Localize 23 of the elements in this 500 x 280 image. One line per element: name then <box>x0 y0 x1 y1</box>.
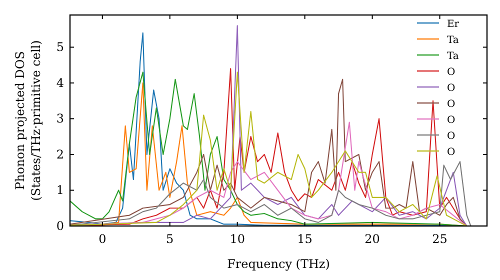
legend-label: Ta <box>447 35 459 46</box>
y-axis-title: Phonon projected DOS (States/THz·primitive cell) <box>13 40 43 201</box>
y-tick-label: 0 <box>56 219 64 233</box>
x-tick-label: 25 <box>432 232 448 246</box>
x-tick-label: 15 <box>297 232 312 246</box>
x-tick-label: 0 <box>98 232 106 246</box>
legend-label: O <box>447 115 456 126</box>
legend-label: O <box>447 83 456 94</box>
y-tick-label: 4 <box>56 76 64 90</box>
legend-label: O <box>447 99 456 110</box>
x-tick-label: 10 <box>230 232 245 246</box>
y-tick-label: 3 <box>56 112 64 126</box>
legend-label: O <box>447 67 456 78</box>
x-tick-label: 20 <box>364 232 380 246</box>
legend-label: O <box>447 147 456 158</box>
legend-label: Er <box>447 19 460 30</box>
y-tick-label: 1 <box>56 183 64 198</box>
x-tick-label: 5 <box>166 232 174 246</box>
y-tick-label: 5 <box>56 40 64 54</box>
x-axis-title: Frequency (THz) <box>227 257 330 271</box>
y-tick-label: 2 <box>56 147 64 162</box>
legend-label: Ta <box>447 51 459 62</box>
legend-label: O <box>447 131 456 142</box>
